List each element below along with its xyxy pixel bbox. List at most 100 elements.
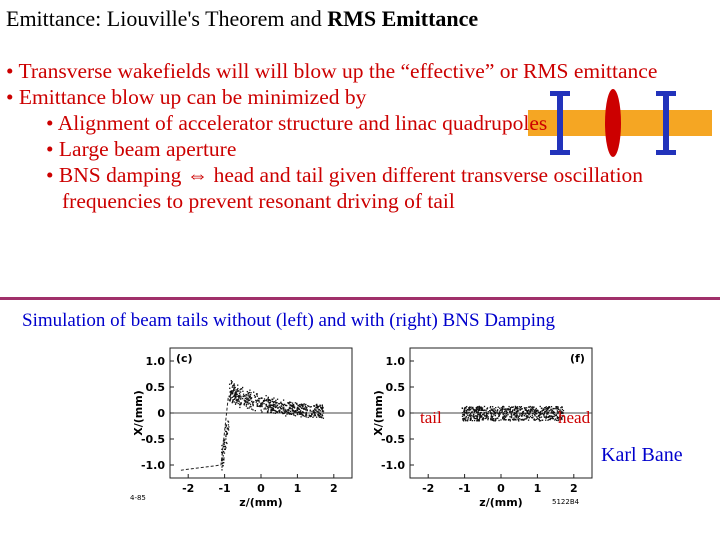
particle-point — [478, 420, 480, 422]
particle-point — [221, 466, 223, 468]
particle-point — [284, 408, 286, 411]
particle-point — [487, 416, 489, 418]
particle-point — [241, 397, 244, 400]
particle-point — [255, 401, 257, 403]
particle-point — [471, 419, 474, 422]
particle-point — [229, 399, 232, 401]
particle-point — [301, 407, 303, 409]
particle-point — [299, 412, 302, 414]
particle-point — [267, 410, 269, 412]
scatter-plot-left: 1.0 0.5 0 -0.5 -1.0 -2 -1 0 1 2 z/(mm) X/(mm) (c) 4-8… — [130, 347, 353, 509]
particle-point — [243, 402, 246, 405]
particle-point — [266, 412, 269, 414]
particle-point — [275, 411, 278, 413]
bullet-minimize: • Emittance blow up can be minimized by — [6, 85, 367, 109]
particle-point — [476, 419, 478, 421]
particle-point — [227, 429, 230, 431]
particle-point — [279, 410, 281, 413]
particle-point — [270, 411, 273, 413]
particle-point — [268, 399, 271, 401]
particle-point — [544, 410, 547, 413]
particle-point — [305, 411, 307, 414]
particle-point — [239, 394, 241, 396]
particle-point — [523, 414, 525, 417]
particle-point — [289, 405, 291, 407]
particle-point — [491, 409, 493, 412]
particle-point — [321, 407, 324, 410]
particle-point — [316, 410, 318, 413]
particle-point — [515, 406, 518, 409]
particle-point — [291, 408, 294, 410]
particle-point — [492, 415, 494, 418]
particle-point — [546, 411, 548, 413]
particle-point — [562, 412, 564, 414]
particle-point — [494, 409, 496, 411]
particle-point — [473, 411, 475, 413]
particle-point — [223, 452, 226, 454]
particle-point — [231, 390, 233, 392]
particle-point — [237, 390, 239, 392]
particle-point — [470, 406, 472, 408]
particle-point — [468, 406, 471, 408]
particle-point — [557, 408, 559, 410]
particle-point — [548, 406, 550, 408]
particle-point — [520, 406, 523, 408]
particle-point — [532, 410, 534, 412]
tail-label: tail — [420, 408, 442, 427]
particle-point — [235, 399, 237, 402]
particle-point — [479, 416, 481, 418]
particle-point — [230, 380, 233, 382]
particle-point — [526, 407, 528, 409]
particle-point — [268, 406, 270, 408]
particle-point — [513, 419, 516, 421]
particle-point — [523, 418, 525, 420]
particle-point — [485, 411, 487, 413]
particle-point — [291, 405, 293, 408]
particle-point — [523, 413, 525, 415]
particle-point — [270, 408, 273, 411]
particle-point — [261, 402, 263, 405]
y-tick-label: 1.0 — [146, 355, 166, 368]
particle-point — [309, 410, 311, 412]
particle-point — [541, 409, 543, 412]
particle-point — [246, 396, 248, 398]
particle-point — [557, 412, 559, 415]
particle-point — [489, 405, 492, 408]
particle-point — [260, 405, 262, 407]
particle-point — [496, 417, 498, 419]
particle-point — [243, 403, 245, 405]
particle-point — [227, 428, 229, 430]
particle-point — [240, 402, 242, 404]
particle-point — [476, 420, 478, 422]
particle-point — [527, 409, 530, 411]
particle-point — [270, 411, 272, 413]
particle-point — [500, 419, 502, 421]
particle-point — [271, 409, 274, 411]
particle-point — [309, 415, 311, 418]
particle-point — [239, 402, 241, 404]
particle-point — [492, 410, 495, 413]
particle-point — [252, 401, 254, 404]
particle-point — [473, 419, 476, 422]
y-tick-label: 0 — [157, 407, 165, 420]
particle-point — [539, 413, 541, 415]
particle-point — [239, 406, 241, 409]
particle-point — [481, 409, 483, 412]
particle-point — [505, 408, 507, 410]
particle-point — [225, 430, 228, 433]
particle-point — [493, 411, 495, 414]
particle-point — [531, 417, 534, 419]
particle-point — [495, 418, 497, 420]
particle-point — [310, 406, 312, 408]
particle-point — [489, 407, 491, 409]
y-tick-label: 0.5 — [146, 381, 166, 394]
particle-point — [248, 395, 250, 397]
particle-point — [277, 406, 279, 409]
particle-point — [230, 398, 232, 400]
particle-point — [250, 398, 252, 400]
particle-point — [288, 410, 290, 412]
particle-point — [470, 417, 472, 419]
particle-point — [468, 409, 471, 411]
particle-point — [556, 419, 558, 421]
particle-point — [483, 405, 486, 408]
